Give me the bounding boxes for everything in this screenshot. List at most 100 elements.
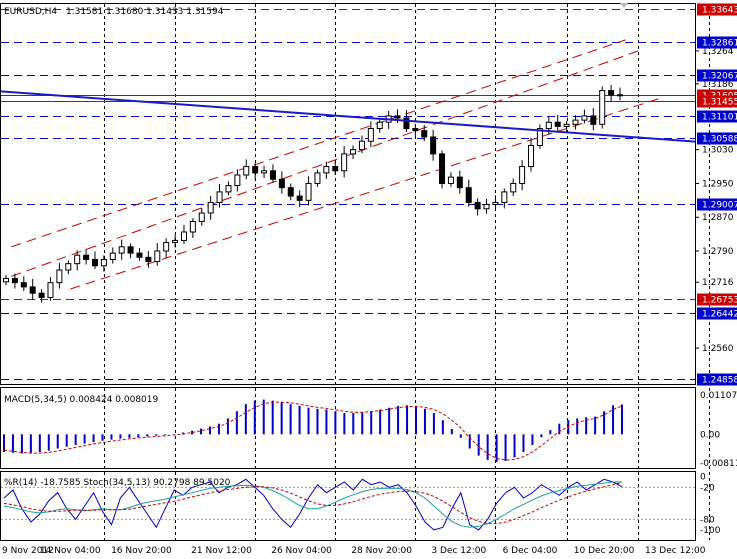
oscillator-panel-border (0, 471, 696, 541)
price-level-tag (697, 110, 737, 123)
candle-body (225, 185, 232, 193)
arrow-down-icon (620, 3, 628, 8)
candles (3, 84, 623, 303)
candle-body (252, 166, 259, 174)
price-level-tag (697, 36, 737, 49)
candle-body (154, 250, 161, 263)
candle-body (536, 128, 543, 146)
oscillator-tick-label: -100 (700, 526, 721, 536)
candle-body (91, 258, 98, 267)
time-tick-label: 26 Nov 04:00 (271, 546, 332, 556)
price-level-tag (697, 307, 737, 320)
candle-body (528, 144, 535, 168)
candle-body (519, 166, 526, 184)
candle-body (608, 90, 615, 96)
trendline-segment (0, 90, 696, 143)
candle-body (554, 121, 561, 127)
price-tick-label: 1.2870 (702, 213, 734, 223)
time-tick-label: 21 Nov 12:00 (191, 546, 252, 556)
price-level-tag (697, 132, 737, 145)
trendline (0, 90, 696, 143)
candle-body (439, 153, 446, 184)
price-tick-label: 1.2790 (702, 247, 734, 257)
level-labels: 1.336431.328611.320671.316051.314551.311… (697, 3, 737, 386)
candle-body (100, 258, 107, 267)
price-level-tag (697, 69, 737, 82)
vertical-gridlines (104, 4, 710, 540)
price-tick-label: 1.2560 (702, 344, 734, 354)
price-tick-label: 1.3264 (702, 47, 734, 57)
ohlc-label: 1.31581 1.31680 1.31433 1.31594 (66, 7, 224, 17)
price-axis: 1.3264 1.3186 1.3030 1.2950 1.2870 1.2790 1.27… (695, 47, 734, 354)
price-level-label: 1.30588 (702, 135, 737, 145)
oscillator-tick-label: -20 (700, 483, 715, 493)
price-level-tag (697, 198, 737, 211)
candle-body (332, 166, 339, 172)
macd-tick-label: 0.00 (700, 430, 720, 440)
price-level-tag (697, 95, 737, 108)
oscillator-tick-label: -80 (700, 515, 715, 525)
candle-body (11, 277, 18, 284)
time-tick-label: 14 Nov 04:00 (40, 546, 101, 556)
candle-body (83, 254, 90, 260)
candle-body (314, 172, 321, 184)
candle-body (136, 252, 143, 258)
channel-line (11, 39, 626, 248)
price-level-label: 1.26753 (702, 296, 737, 306)
candle-body (350, 149, 357, 155)
candle-body (127, 246, 134, 254)
candle-body (20, 282, 27, 288)
price-level-label: 1.32861 (702, 39, 737, 49)
candle-body (74, 254, 81, 265)
candle-body (172, 239, 179, 244)
macd-axis: 0.011077 0.00 -0.00811 (700, 391, 737, 469)
candle-body (305, 182, 312, 201)
price-level-tag (697, 373, 737, 386)
candle-body (376, 121, 383, 130)
candle-body (403, 117, 410, 130)
price-panel-border (0, 3, 696, 385)
candle-body (421, 130, 428, 138)
candle-body (545, 121, 552, 130)
price-tick-label: 1.2716 (702, 278, 734, 288)
candle-body (599, 90, 606, 125)
candle-body (572, 119, 579, 125)
candle-body (38, 292, 45, 298)
oscillator-series-line (3, 478, 623, 531)
candle-body (189, 220, 196, 233)
candle-body (145, 256, 152, 263)
time-tick-label: 13 Dec 12:00 (645, 546, 706, 556)
price-tick-label: 1.2950 (702, 179, 734, 189)
candle-body (56, 269, 63, 284)
macd-title: MACD(5,34,5) 0.008424 0.008019 (4, 395, 159, 405)
candle-body (394, 115, 401, 119)
oscillator-title: %R(14) -18.7585 Stoch(34,5,13) 90.2798 8… (4, 478, 231, 488)
candle-body (296, 195, 303, 201)
price-level-label: 1.31455 (702, 98, 737, 108)
candle-body (412, 128, 419, 132)
oscillator-lines (1, 478, 695, 531)
price-tick-label: 1.3030 (702, 146, 734, 156)
candle-body (341, 153, 348, 172)
candle-body (474, 201, 481, 210)
candle-body (581, 115, 588, 121)
candle-body (47, 282, 54, 298)
candle-body (163, 242, 170, 252)
candle-body (590, 115, 597, 125)
candle-body (563, 123, 570, 127)
candle-body (65, 263, 72, 271)
price-level-label: 1.33643 (702, 6, 737, 16)
candle-body (287, 187, 294, 197)
time-tick-label: 28 Nov 20:00 (351, 546, 412, 556)
time-tick-label: 10 Dec 20:00 (574, 546, 635, 556)
candle-body (501, 191, 508, 203)
time-tick-label: 6 Dec 04:00 (503, 546, 558, 556)
candle-body (3, 277, 9, 283)
macd-tick-label: -0.00811 (700, 459, 737, 469)
candle-body (180, 231, 187, 241)
price-level-tag (697, 293, 737, 306)
candle-body (243, 166, 250, 176)
